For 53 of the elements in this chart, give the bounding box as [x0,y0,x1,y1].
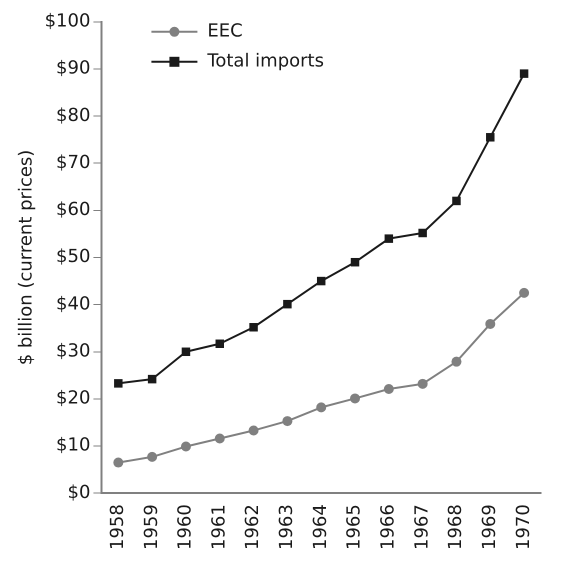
y-tick-label: $40 [56,293,90,314]
legend-label: Total imports [206,50,324,72]
x-tick-label: 1958 [106,504,128,550]
x-tick-label: 1967 [411,504,432,550]
point [418,228,427,238]
y-tick-label: $100 [44,10,90,32]
point [180,442,191,452]
point [114,379,123,388]
y-tick-label: $80 [56,104,90,126]
y-tick-label: $10 [56,434,90,456]
point [452,196,461,206]
point [316,402,326,412]
x-tick-label: 1960 [174,504,196,550]
point [418,378,428,389]
y-tick-label: $0 [68,482,90,503]
x-tick-label: 1961 [208,504,230,550]
y-tick-label: $50 [56,246,90,268]
point [350,393,360,404]
x-tick-label: 1965 [344,504,365,550]
point [485,318,496,329]
y-tick-label: $30 [56,340,90,362]
point [248,425,259,436]
y-tick-label: $90 [56,58,90,79]
point [350,258,360,266]
legend-label: EEC [207,20,243,42]
y-tick-label: $60 [56,199,90,220]
x-tick-label: 1964 [310,504,331,550]
point [216,340,224,348]
point [249,323,258,332]
point [316,276,326,286]
y-axis-title: $ billion (current prices) [15,150,36,366]
x-tick-label: 1966 [378,504,399,550]
x-tick-label: 1970 [512,504,534,550]
point [282,416,292,426]
x-tick-label: 1969 [478,504,500,550]
point [214,434,225,444]
point [520,69,528,78]
point [451,356,462,367]
point [148,374,156,384]
x-tick-label: 1962 [242,504,264,550]
point [384,384,394,394]
x-tick-label: 1968 [445,504,466,550]
point [113,458,124,468]
point [283,300,292,308]
y-tick-label: $20 [56,388,90,409]
point [384,234,394,243]
y-tick-label: $70 [56,152,90,173]
x-tick-label: 1959 [140,504,162,550]
point [182,348,190,356]
point [519,288,530,298]
point [147,452,158,462]
point [486,133,495,142]
x-tick-label: 1963 [276,504,298,550]
